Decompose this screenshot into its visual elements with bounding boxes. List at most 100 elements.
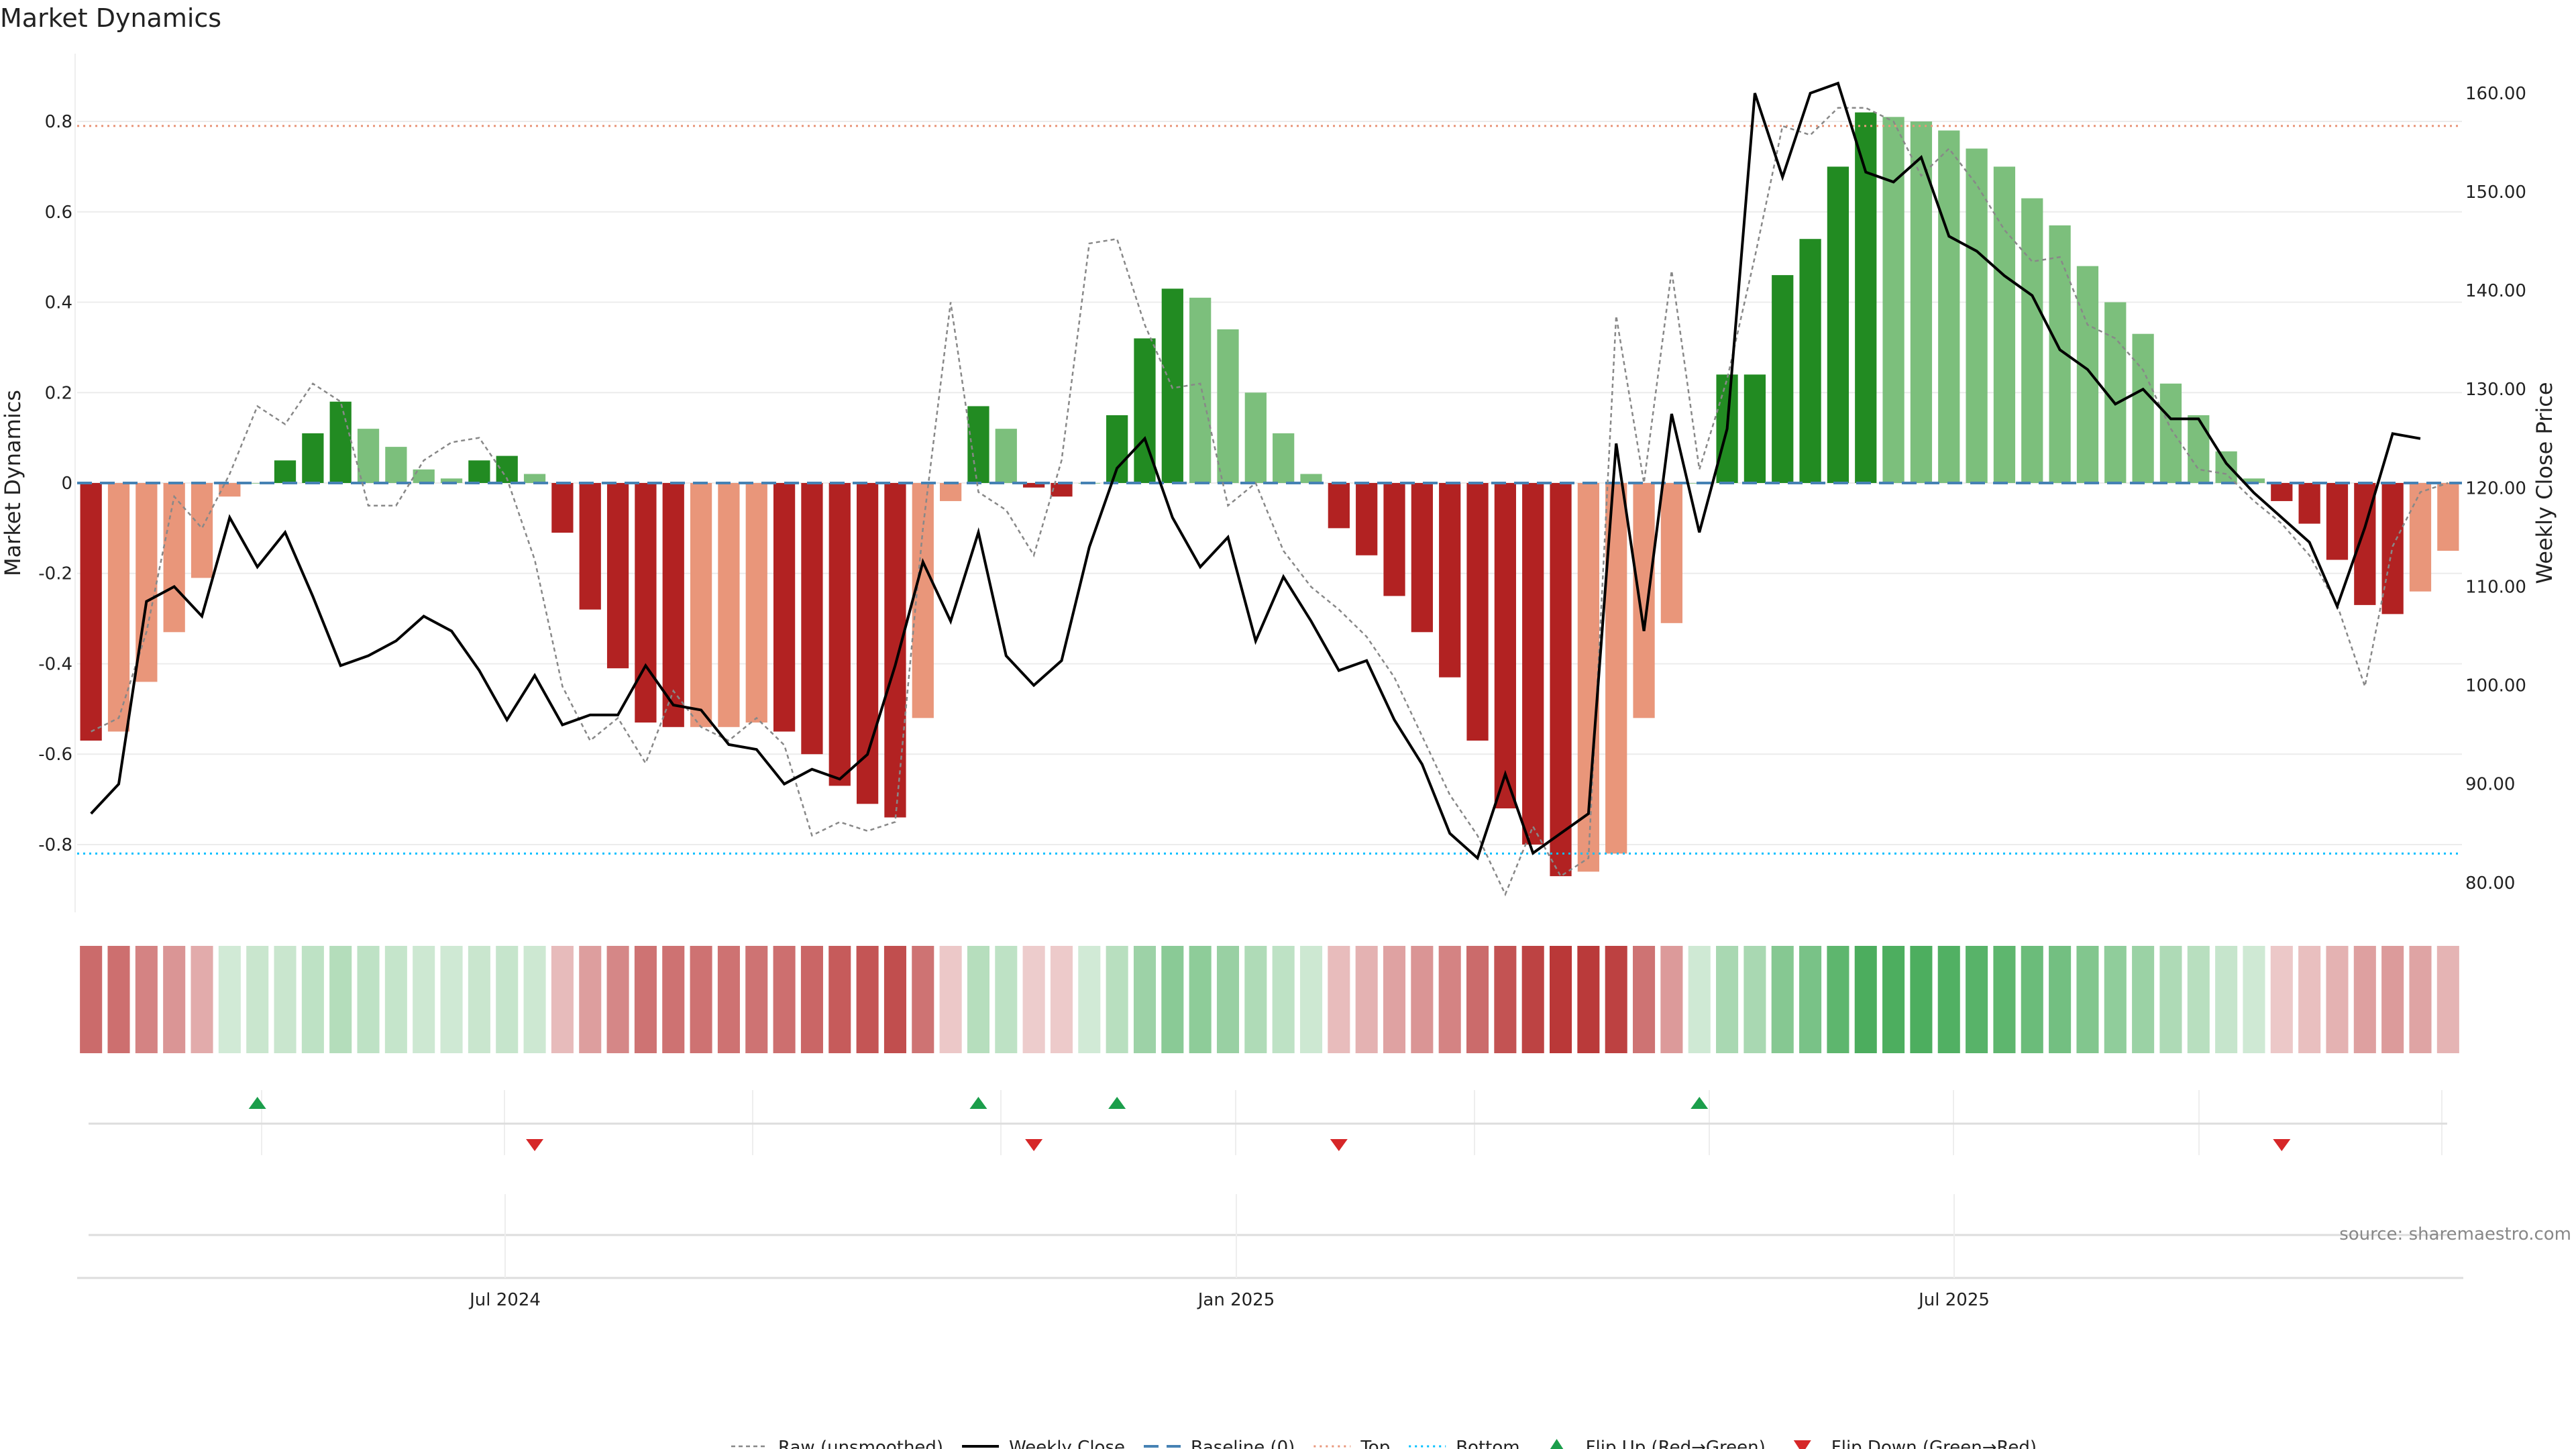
status-cell xyxy=(717,946,740,1053)
dynamics-bar xyxy=(718,483,740,727)
status-cell xyxy=(2132,946,2155,1053)
status-cell xyxy=(1966,946,1988,1053)
status-cell xyxy=(1854,946,1877,1053)
dynamics-bar xyxy=(1466,483,1489,741)
dynamics-bar xyxy=(2076,266,2099,483)
dynamics-bar xyxy=(579,483,601,610)
flip-down-marker xyxy=(1025,1139,1043,1151)
y-right-tick-label: 130.00 xyxy=(2465,380,2526,400)
status-cell xyxy=(2076,946,2099,1053)
dynamics-bar xyxy=(302,433,324,483)
dynamics-bar xyxy=(967,406,989,483)
y-left-tick-label: 0.6 xyxy=(45,203,72,223)
y-right-tick-label: 150.00 xyxy=(2465,182,2526,203)
status-cell xyxy=(883,946,906,1053)
dynamics-bar xyxy=(1439,483,1461,678)
dynamics-bar xyxy=(2298,483,2320,524)
status-cell xyxy=(995,946,1018,1053)
axis-ticks: -0.8 -0.6 -0.4 -0.2 0 0.2 0.4 0.6 0.8 80.00 90.00 1… xyxy=(38,84,2526,894)
dynamics-bar xyxy=(1799,239,1821,483)
legend-label: Weekly Close xyxy=(1009,1438,1125,1449)
status-cell xyxy=(1993,946,2016,1053)
dynamics-bar xyxy=(2159,383,2182,483)
source-note: source: sharemaestro.com xyxy=(2339,1224,2571,1244)
status-cell xyxy=(2243,946,2265,1053)
status-cell xyxy=(2215,946,2238,1053)
status-cell xyxy=(1272,946,1295,1053)
status-cell xyxy=(2104,946,2127,1053)
dynamics-bar xyxy=(2271,483,2293,501)
dynamics-bar xyxy=(884,483,906,818)
status-cell xyxy=(135,946,158,1053)
dynamics-bar xyxy=(246,483,268,484)
status-cell xyxy=(2270,946,2293,1053)
status-cell xyxy=(2326,946,2349,1053)
status-cell xyxy=(246,946,269,1053)
series-lines xyxy=(90,81,2449,897)
status-cell xyxy=(1216,946,1240,1053)
status-cell xyxy=(1550,946,1572,1053)
status-cell xyxy=(1494,946,1517,1053)
status-cell xyxy=(329,946,352,1053)
status-cell xyxy=(1189,946,1212,1053)
status-cell xyxy=(413,946,435,1053)
chart-title: Market Dynamics xyxy=(0,3,221,33)
dynamics-bar xyxy=(1189,297,1212,483)
dynamics-bar xyxy=(1328,483,1350,529)
status-cell xyxy=(2381,946,2404,1053)
y-left-tick-label: -0.4 xyxy=(38,654,72,674)
dynamics-bar xyxy=(745,483,767,723)
dynamics-bar xyxy=(1023,483,1045,488)
status-cell xyxy=(163,946,186,1053)
dynamics-bar xyxy=(2243,478,2265,483)
status-cell xyxy=(1050,946,1073,1053)
dynamics-bar xyxy=(1660,483,1683,623)
raw-unsmoothed-line xyxy=(91,107,2449,897)
y-left-tick-label: 0.4 xyxy=(45,293,72,313)
dynamics-bar xyxy=(551,483,574,533)
status-cell xyxy=(662,946,685,1053)
legend-label: Bottom xyxy=(1456,1438,1519,1449)
dynamics-bar xyxy=(1772,275,1794,483)
timeline-panel: Jul 2024 Jan 2025 Jul 2025 xyxy=(77,1194,2463,1310)
dynamics-bar xyxy=(2104,302,2127,483)
y-right-tick-label: 80.00 xyxy=(2465,873,2515,894)
status-cell xyxy=(2049,946,2072,1053)
legend-swatch-flip-up xyxy=(1550,1439,1564,1449)
status-cell xyxy=(1882,946,1905,1053)
dynamics-bar xyxy=(1743,374,1766,483)
status-cell xyxy=(1466,946,1489,1053)
y-left-tick-label: -0.8 xyxy=(38,835,72,855)
y-right-tick-label: 140.00 xyxy=(2465,281,2526,301)
y-left-tick-label: 0.2 xyxy=(45,383,72,403)
dynamics-bar xyxy=(2437,483,2459,551)
status-cell xyxy=(2409,946,2432,1053)
dynamics-bar xyxy=(1051,483,1073,497)
dynamics-bar xyxy=(1966,148,1988,483)
x-tick-label: Jan 2025 xyxy=(1197,1290,1275,1310)
status-cell xyxy=(1688,946,1711,1053)
status-cell xyxy=(523,946,546,1053)
flip-panel xyxy=(89,1090,2447,1155)
legend-label: Baseline (0) xyxy=(1191,1438,1295,1449)
dynamics-bar xyxy=(912,483,934,718)
status-cell xyxy=(1605,946,1627,1053)
status-cell xyxy=(2298,946,2321,1053)
dynamics-bar xyxy=(1106,415,1128,483)
status-cell xyxy=(1244,946,1267,1053)
status-cell xyxy=(1910,946,1933,1053)
legend-swatch-flip-down xyxy=(1793,1440,1811,1449)
flip-down-marker xyxy=(2273,1139,2291,1151)
status-cell xyxy=(1799,946,1822,1053)
y-axis-left-label: Market Dynamics xyxy=(0,390,25,576)
dynamics-bar xyxy=(440,478,463,483)
status-cell xyxy=(1299,946,1323,1053)
status-cell xyxy=(634,946,657,1053)
status-cell xyxy=(1133,946,1157,1053)
dynamics-bar xyxy=(329,401,352,483)
dynamics-bar xyxy=(1633,483,1655,718)
y-right-tick-label: 100.00 xyxy=(2465,676,2526,696)
status-cell xyxy=(384,946,407,1053)
dynamics-bar xyxy=(1494,483,1516,809)
